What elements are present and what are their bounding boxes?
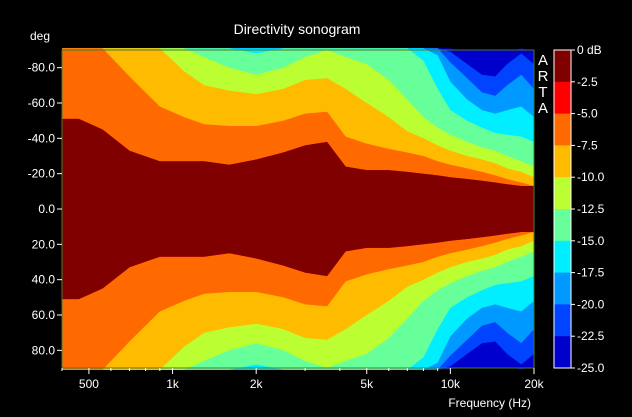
- colorbar-label: -2.5: [577, 75, 598, 89]
- y-tick-label: 40.0: [32, 273, 56, 287]
- colorbar-label: 0 dB: [577, 43, 602, 57]
- y-tick-label: 60.0: [32, 308, 56, 322]
- colorbar-label: -7.5: [577, 138, 598, 152]
- y-tick-label: 80.0: [32, 343, 56, 357]
- chart-title: Directivity sonogram: [234, 21, 361, 37]
- band-0db: [62, 118, 534, 300]
- y-axis-label: deg: [30, 29, 50, 43]
- y-axis: -80.0 -60.0 -40.0 -20.0 0.0 20.0 40.0 60.0 80.0: [28, 61, 62, 357]
- watermark-letter: T: [538, 84, 547, 101]
- colorbar-swatch: [554, 145, 571, 178]
- x-tick-label: 10k: [441, 377, 461, 391]
- x-tick-label: 20k: [524, 377, 544, 391]
- colorbar-swatch: [554, 240, 571, 274]
- colorbar-label: -22.5: [577, 329, 605, 343]
- colorbar-swatch: [554, 177, 571, 210]
- heatmap-area: [62, 48, 534, 370]
- colorbar-swatch: [554, 336, 571, 369]
- colorbar-label: -20.0: [577, 297, 605, 311]
- colorbar-legend: 0 dB -2.5 -5.0 -7.5 -10.0 -12.5 -15.0 -17.5 -20.…: [553, 43, 605, 375]
- colorbar-label: -17.5: [577, 266, 605, 280]
- y-tick-label: -80.0: [28, 61, 56, 75]
- y-tick-label: 0.0: [38, 202, 55, 216]
- y-tick-label: -20.0: [28, 167, 56, 181]
- x-tick-label: 2k: [250, 377, 264, 391]
- colorbar-label: -10.0: [577, 170, 605, 184]
- x-axis-label: Frequency (Hz): [448, 396, 531, 410]
- y-tick-label: -60.0: [28, 96, 56, 110]
- colorbar-swatch: [554, 272, 571, 305]
- colorbar-label: -12.5: [577, 202, 605, 216]
- colorbar-label: -25.0: [577, 361, 605, 375]
- watermark-letter: A: [538, 100, 548, 117]
- colorbar-label: -15.0: [577, 234, 605, 248]
- x-tick-label: 1k: [166, 377, 180, 391]
- colorbar-swatch: [554, 209, 571, 242]
- colorbar-swatch: [554, 113, 571, 146]
- y-tick-label: 20.0: [32, 237, 56, 251]
- x-axis: 500 1k 2k 5k 10k 20k: [61, 368, 545, 391]
- colorbar-label: -5.0: [577, 107, 598, 121]
- watermark-letter: R: [538, 68, 549, 85]
- colorbar-swatch: [554, 304, 571, 337]
- y-tick-label: -40.0: [28, 131, 56, 145]
- watermark-letter: A: [538, 52, 548, 69]
- colorbar-swatch: [554, 50, 571, 83]
- x-tick-label: 500: [79, 377, 99, 391]
- colorbar-swatch: [554, 81, 571, 115]
- x-tick-label: 5k: [360, 377, 374, 391]
